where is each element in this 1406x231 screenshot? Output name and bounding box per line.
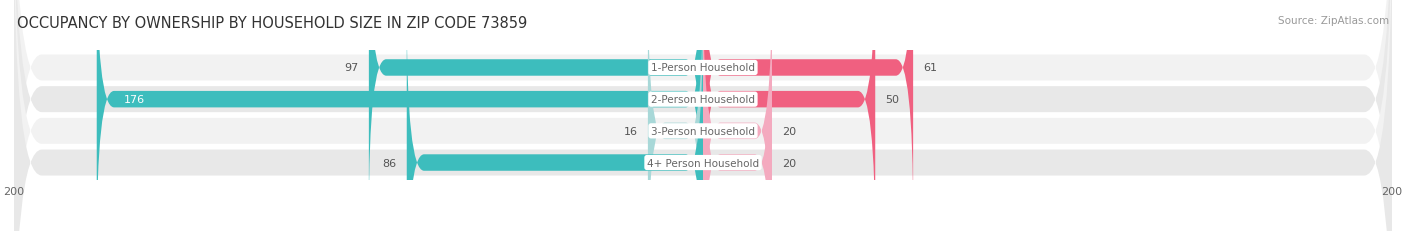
Text: 20: 20: [782, 126, 796, 136]
FancyBboxPatch shape: [406, 13, 703, 231]
Text: Source: ZipAtlas.com: Source: ZipAtlas.com: [1278, 16, 1389, 26]
Text: 3-Person Household: 3-Person Household: [651, 126, 755, 136]
Text: 20: 20: [782, 158, 796, 168]
Text: 50: 50: [886, 95, 900, 105]
Text: 61: 61: [924, 63, 938, 73]
FancyBboxPatch shape: [368, 0, 703, 218]
Text: 86: 86: [382, 158, 396, 168]
FancyBboxPatch shape: [648, 0, 703, 231]
Text: 176: 176: [124, 95, 145, 105]
FancyBboxPatch shape: [14, 0, 1392, 231]
FancyBboxPatch shape: [14, 0, 1392, 231]
Text: 16: 16: [623, 126, 637, 136]
FancyBboxPatch shape: [703, 13, 772, 231]
FancyBboxPatch shape: [703, 0, 875, 231]
Text: 97: 97: [344, 63, 359, 73]
FancyBboxPatch shape: [703, 0, 772, 231]
Text: 4+ Person Household: 4+ Person Household: [647, 158, 759, 168]
FancyBboxPatch shape: [14, 0, 1392, 231]
FancyBboxPatch shape: [703, 0, 912, 218]
Text: 1-Person Household: 1-Person Household: [651, 63, 755, 73]
FancyBboxPatch shape: [97, 0, 703, 231]
Text: OCCUPANCY BY OWNERSHIP BY HOUSEHOLD SIZE IN ZIP CODE 73859: OCCUPANCY BY OWNERSHIP BY HOUSEHOLD SIZE…: [17, 16, 527, 31]
FancyBboxPatch shape: [14, 0, 1392, 231]
Text: 2-Person Household: 2-Person Household: [651, 95, 755, 105]
